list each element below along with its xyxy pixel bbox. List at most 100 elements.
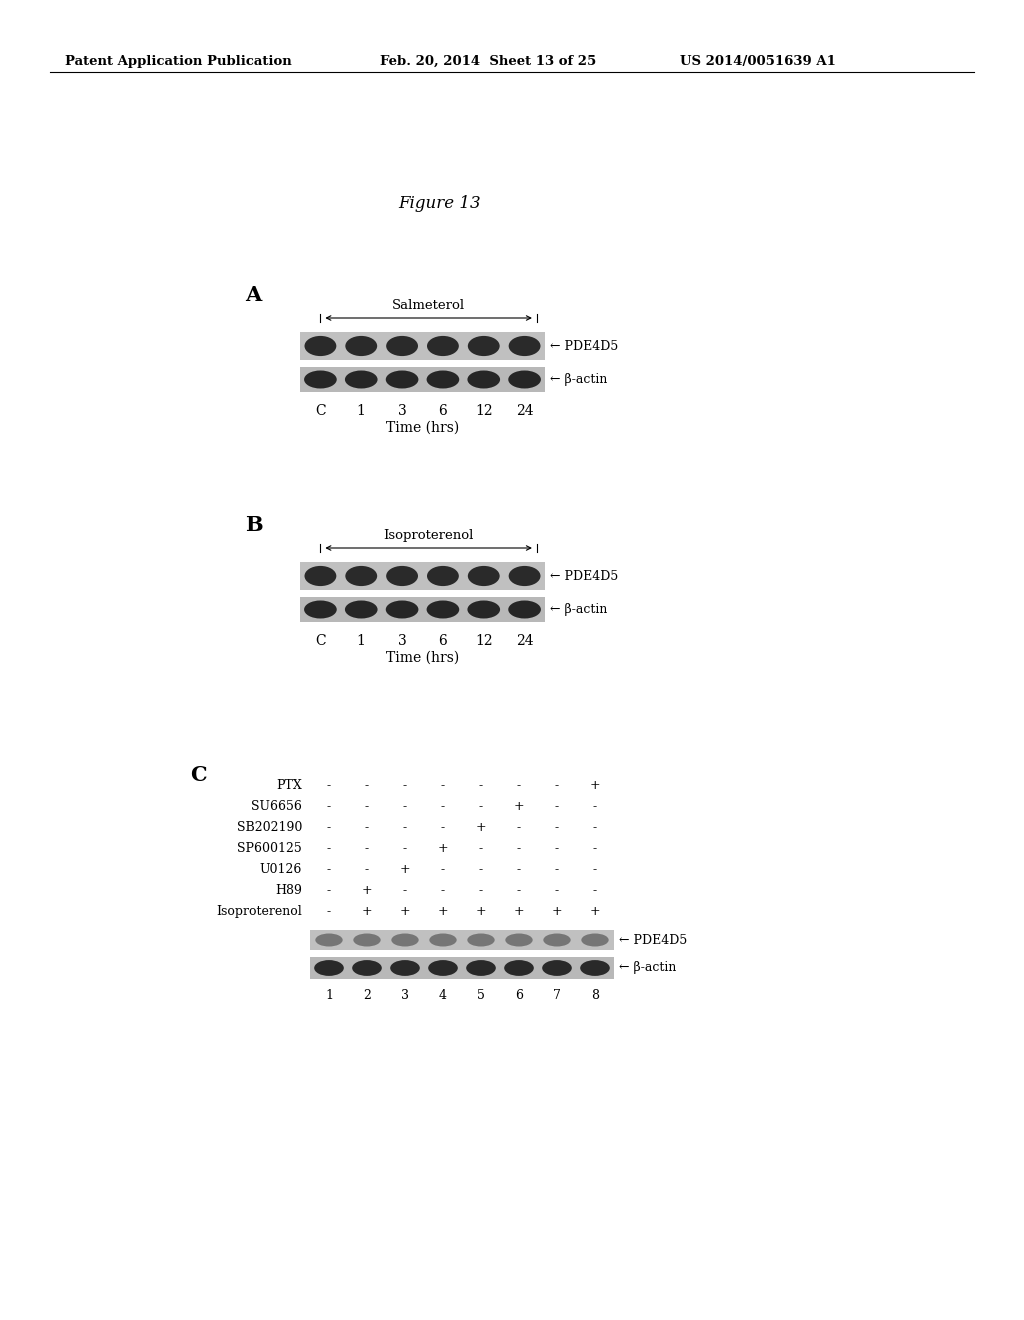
Text: C: C [315,634,326,648]
Ellipse shape [345,601,378,619]
Ellipse shape [467,371,500,388]
Ellipse shape [353,933,381,946]
Ellipse shape [582,933,608,946]
Text: +: + [590,906,600,917]
Text: 2: 2 [364,989,371,1002]
Ellipse shape [468,566,500,586]
Text: C: C [315,404,326,418]
Ellipse shape [581,960,610,975]
Text: -: - [327,842,331,855]
Ellipse shape [542,960,571,975]
Ellipse shape [345,335,377,356]
Text: 6: 6 [515,989,523,1002]
Text: -: - [365,842,369,855]
Text: -: - [327,863,331,876]
Text: -: - [517,779,521,792]
Bar [300,333,545,360]
Ellipse shape [468,335,500,356]
Text: -: - [555,863,559,876]
Ellipse shape [427,371,459,388]
Text: +: + [514,906,524,917]
Text: 1: 1 [356,404,366,418]
Text: C: C [190,766,207,785]
Bar [300,562,545,590]
Ellipse shape [304,566,336,586]
Text: A: A [245,285,261,305]
Text: Isoproterenol: Isoproterenol [383,529,474,543]
Text: Salmeterol: Salmeterol [392,300,465,312]
Text: 6: 6 [438,404,447,418]
Text: -: - [327,884,331,898]
Ellipse shape [427,566,459,586]
Text: 4: 4 [439,989,447,1002]
Text: SB202190: SB202190 [237,821,302,834]
Bar [310,931,614,950]
Ellipse shape [509,566,541,586]
Text: -: - [402,800,408,813]
Ellipse shape [508,371,541,388]
Text: 12: 12 [475,404,493,418]
Ellipse shape [390,960,420,975]
Text: 24: 24 [516,634,534,648]
Text: Figure 13: Figure 13 [398,195,481,213]
Ellipse shape [467,933,495,946]
Ellipse shape [466,960,496,975]
Bar [310,957,614,979]
Text: Isoproterenol: Isoproterenol [216,906,302,917]
Text: +: + [552,906,562,917]
Text: 7: 7 [553,989,561,1002]
Text: -: - [593,842,597,855]
Text: -: - [479,779,483,792]
Text: -: - [593,800,597,813]
Text: -: - [517,884,521,898]
Text: -: - [517,863,521,876]
Text: -: - [402,884,408,898]
Text: -: - [593,884,597,898]
Text: -: - [555,779,559,792]
Ellipse shape [509,335,541,356]
Text: 3: 3 [401,989,409,1002]
Text: 1: 1 [356,634,366,648]
Text: +: + [476,821,486,834]
Text: 8: 8 [591,989,599,1002]
Ellipse shape [314,960,344,975]
Text: Patent Application Publication: Patent Application Publication [65,55,292,69]
Ellipse shape [315,933,343,946]
Text: -: - [555,821,559,834]
Text: +: + [399,863,411,876]
Text: ← β-actin: ← β-actin [618,961,677,974]
Text: +: + [361,906,373,917]
Text: +: + [590,779,600,792]
Ellipse shape [505,933,532,946]
Text: +: + [399,906,411,917]
Text: -: - [555,800,559,813]
Ellipse shape [504,960,534,975]
Ellipse shape [304,335,336,356]
Text: Time (hrs): Time (hrs) [386,651,459,665]
Text: -: - [402,842,408,855]
Text: -: - [441,821,445,834]
Text: ← β-actin: ← β-actin [550,374,607,385]
Text: 24: 24 [516,404,534,418]
Ellipse shape [352,960,382,975]
Text: -: - [441,779,445,792]
Text: -: - [327,906,331,917]
Text: +: + [437,842,449,855]
Text: 5: 5 [477,989,485,1002]
Text: -: - [479,884,483,898]
Text: -: - [327,821,331,834]
Text: 6: 6 [438,634,447,648]
Text: -: - [327,800,331,813]
Text: -: - [555,884,559,898]
Text: -: - [441,863,445,876]
Text: -: - [441,884,445,898]
Text: PTX: PTX [276,779,302,792]
Text: -: - [441,800,445,813]
Text: -: - [365,779,369,792]
Bar [300,597,545,622]
Ellipse shape [304,371,337,388]
Text: 3: 3 [397,404,407,418]
Ellipse shape [386,566,418,586]
Text: +: + [437,906,449,917]
Ellipse shape [429,933,457,946]
